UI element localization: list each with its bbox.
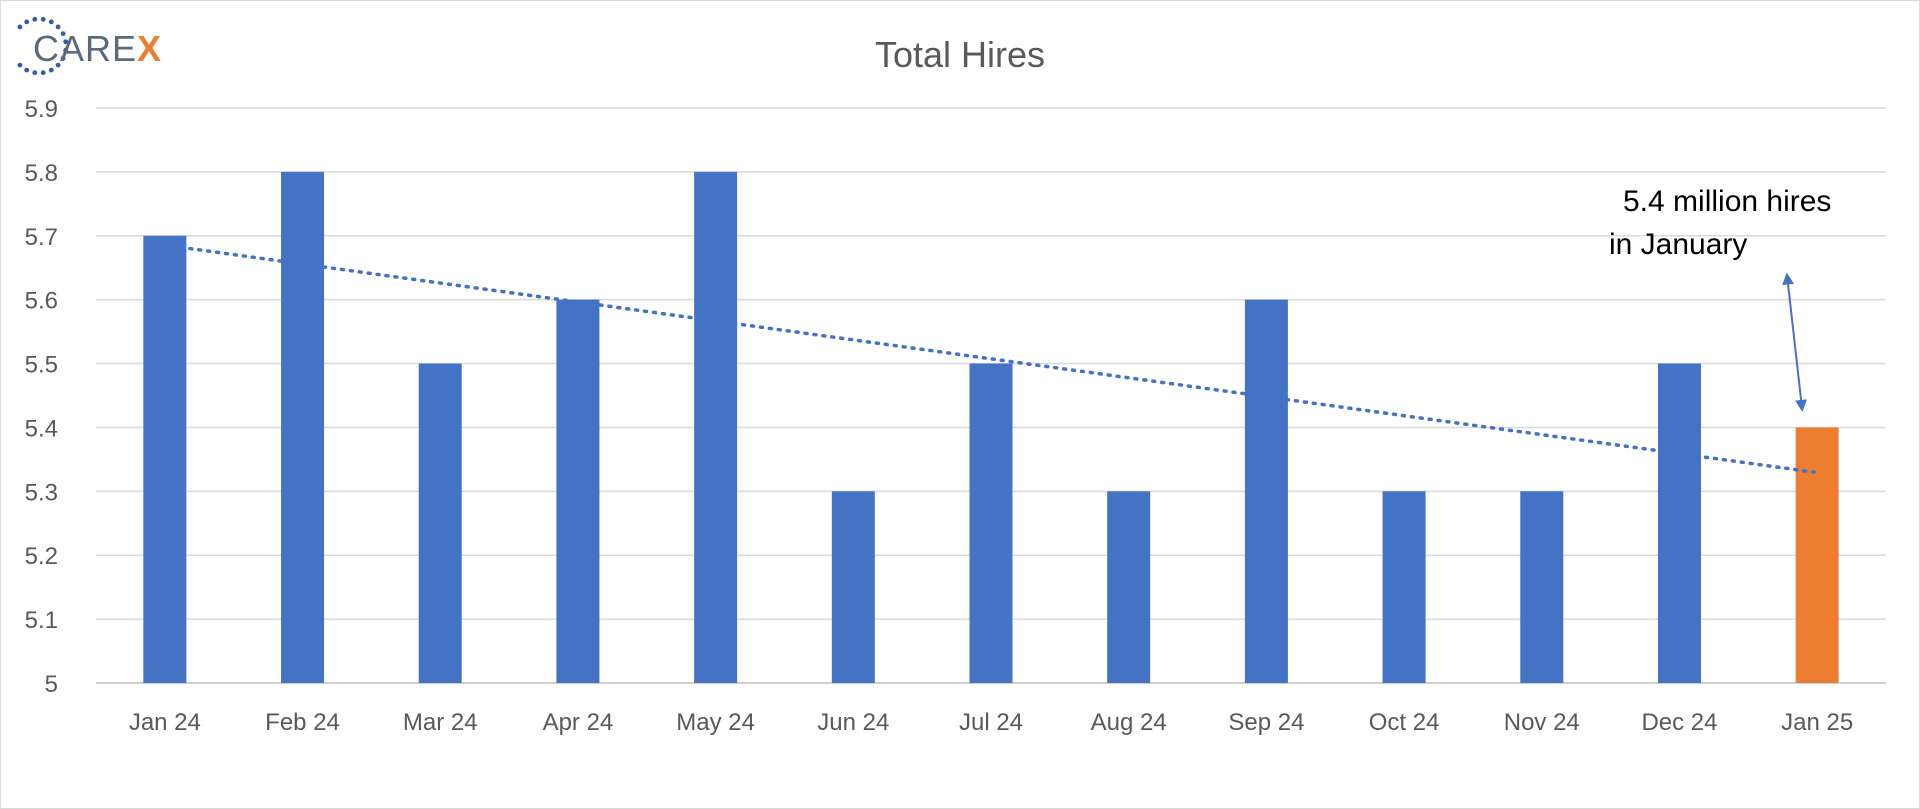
trendline-line <box>188 246 1816 474</box>
bar <box>831 491 875 683</box>
bars <box>143 171 1839 683</box>
bar <box>1657 363 1701 683</box>
y-tick-label: 5.7 <box>25 224 58 251</box>
logo-dot <box>40 16 46 22</box>
x-tick-label: Sep 24 <box>1228 709 1304 736</box>
x-tick-label: Nov 24 <box>1504 709 1580 736</box>
annotation-line-2: in January <box>1609 228 1747 261</box>
x-tick-label: Jul 24 <box>959 709 1023 736</box>
annotation-arrow <box>1782 272 1808 412</box>
logo-text-accent: X <box>137 28 162 69</box>
logo-dot <box>17 62 23 68</box>
annotation: 5.4 million hires in January <box>1609 185 1831 412</box>
bar <box>418 363 462 683</box>
logo-dot <box>32 70 38 76</box>
logo-dot <box>48 19 54 25</box>
x-axis-tick-labels: Jan 24 Feb 24 Mar 24 Apr 24 May 24 Jun 24 Jul … <box>129 709 1853 736</box>
x-tick-label: Dec 24 <box>1641 709 1717 736</box>
x-tick-label: Oct 24 <box>1369 709 1440 736</box>
carex-logo: CAREX <box>17 16 162 76</box>
logo-dots-icon <box>17 16 69 76</box>
logo-dot <box>55 62 61 68</box>
y-tick-label: 5 <box>45 671 58 698</box>
bar <box>1520 491 1564 683</box>
chart-title: Total Hires <box>875 34 1045 75</box>
logo-dot <box>17 24 23 30</box>
bar <box>1795 427 1839 683</box>
bar <box>281 171 325 683</box>
x-tick-label: Jun 24 <box>817 709 889 736</box>
bar <box>1244 299 1288 683</box>
trendline <box>188 246 1816 474</box>
logo-dot <box>32 16 38 22</box>
y-axis-tick-labels: 5 5.1 5.2 5.3 5.4 5.5 5.6 5.7 5.8 5.9 <box>25 96 58 698</box>
x-tick-label: Feb 24 <box>265 709 340 736</box>
svg-text:CAREX: CAREX <box>33 28 162 69</box>
y-tick-label: 5.4 <box>25 415 58 442</box>
bar <box>694 171 738 683</box>
logo-dot <box>40 70 46 76</box>
x-tick-label: May 24 <box>676 709 755 736</box>
bar <box>969 363 1013 683</box>
x-tick-label: Aug 24 <box>1091 709 1167 736</box>
logo-dot <box>60 55 66 61</box>
x-tick-label: Mar 24 <box>403 709 478 736</box>
bar <box>556 299 600 683</box>
logo-dot <box>63 47 69 53</box>
logo-text-main: CARE <box>33 28 137 69</box>
logo-dot <box>24 19 30 25</box>
y-tick-label: 5.3 <box>25 479 58 506</box>
y-tick-label: 5.2 <box>25 543 58 570</box>
annotation-line-1: 5.4 million hires <box>1623 185 1831 218</box>
bar <box>143 235 187 683</box>
y-tick-label: 5.8 <box>25 160 58 187</box>
logo-dot <box>55 24 61 30</box>
bar <box>1107 491 1151 683</box>
y-tick-label: 5.5 <box>25 352 58 379</box>
y-tick-label: 5.6 <box>25 288 58 315</box>
logo-dot <box>48 67 54 73</box>
y-tick-label: 5.1 <box>25 607 58 634</box>
logo-dot <box>24 67 30 73</box>
x-tick-label: Jan 24 <box>129 709 201 736</box>
y-tick-label: 5.9 <box>25 96 58 123</box>
x-tick-label: Jan 25 <box>1781 709 1853 736</box>
bar <box>1382 491 1426 683</box>
logo-dot <box>60 31 66 37</box>
logo-dot <box>63 39 69 45</box>
x-tick-label: Apr 24 <box>543 709 614 736</box>
